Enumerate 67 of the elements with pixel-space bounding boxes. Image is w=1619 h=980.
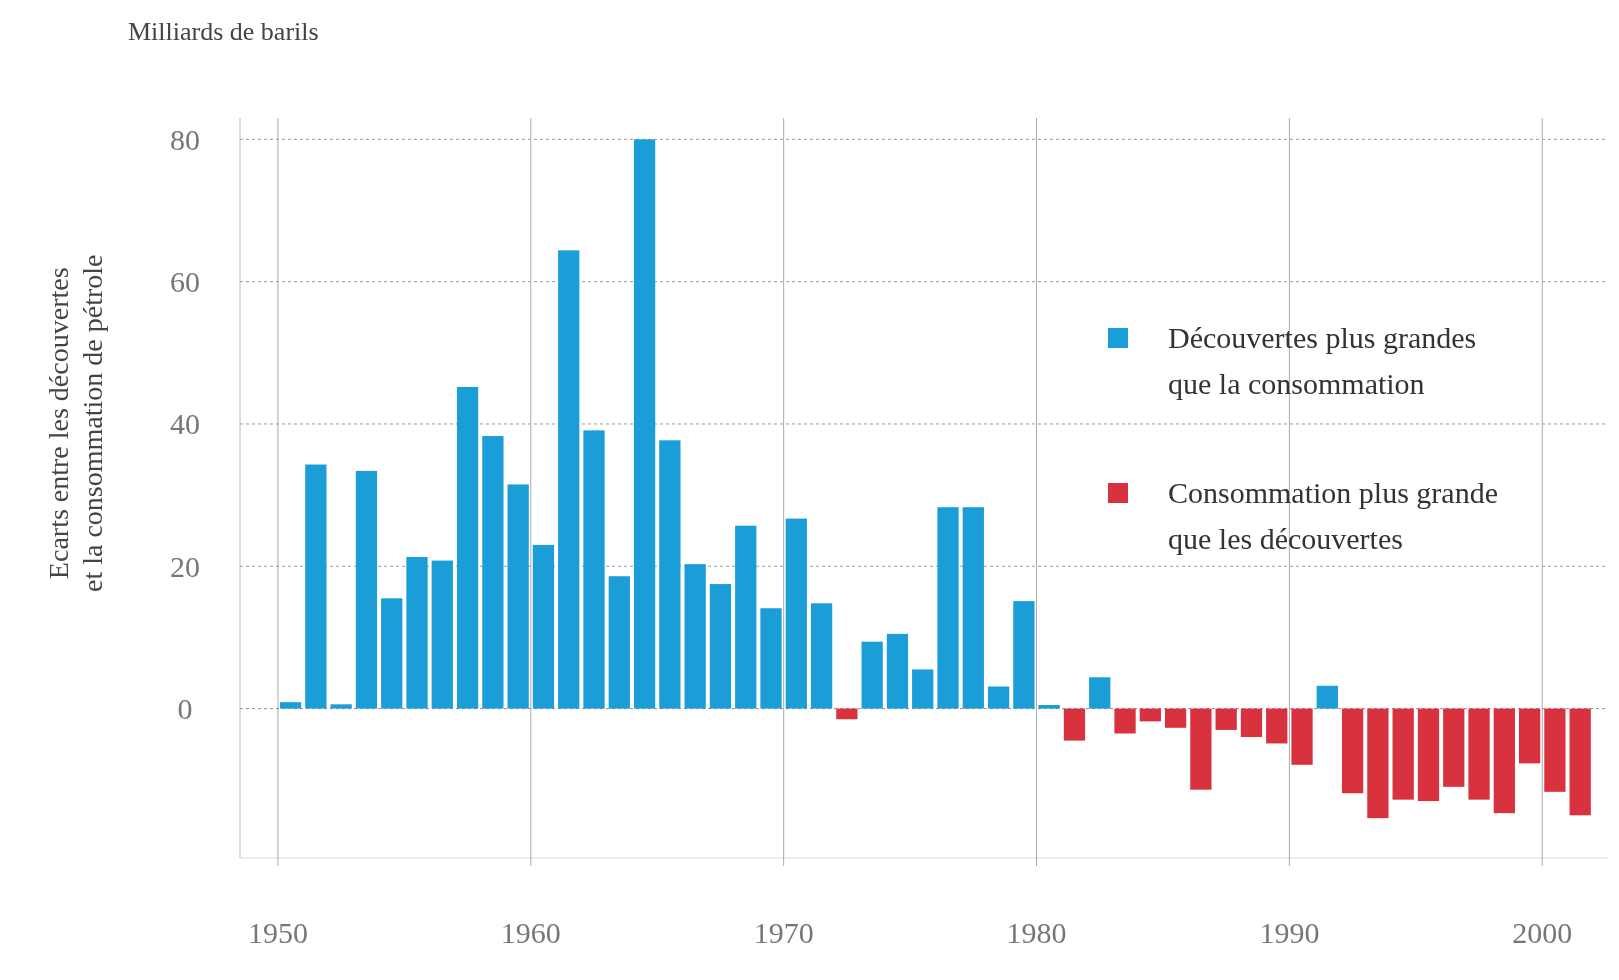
x-tick-label: 1950 [247,916,308,949]
bar [962,507,984,709]
bar [1013,601,1035,709]
y-tick-label: 80 [170,122,200,156]
bar [1164,708,1187,728]
y-axis-title: Ecarts entre les découvertes et la consommation de pétrole [43,254,108,593]
bar [1569,708,1591,816]
bar [760,608,782,709]
x-tick-label: 1980 [1006,916,1067,949]
bar [684,564,706,709]
legend-label: Découvertes plus grandes que la consommation [1168,321,1477,400]
bar [532,544,555,709]
bar [558,250,580,709]
bar [330,704,352,709]
bar [912,669,934,709]
x-tick-label: 1990 [1259,916,1320,949]
bar [1518,708,1541,764]
bar [456,386,479,709]
bar [1443,708,1465,787]
bar [1367,708,1389,819]
bar [1493,708,1515,814]
bar [279,702,302,709]
bar [886,633,909,709]
bar [633,139,656,709]
x-tick-label: 1970 [753,916,814,949]
bar [937,507,959,709]
bar [785,518,807,709]
bar [305,464,327,709]
bar [381,598,403,709]
bar [507,484,529,709]
bar [1139,708,1161,722]
bar [482,436,504,709]
bar [1316,685,1338,709]
bar [709,584,732,709]
bar [1468,708,1490,800]
bar [1341,708,1364,794]
y-tick-label: 20 [170,549,200,583]
bar [1240,708,1263,738]
bar [1089,677,1111,709]
chart-title: Milliards de barils [128,17,319,46]
bar [735,525,757,709]
bar [1215,708,1237,730]
bar [355,470,378,709]
bar [836,708,858,720]
y-tick-label: 60 [170,265,200,299]
bar [861,641,883,709]
bar [1417,708,1440,802]
bar [1266,708,1288,744]
x-tick-label: 1960 [500,916,561,949]
bar [1392,708,1414,800]
legend-label: Consommation plus grande que les découvertes [1168,476,1498,555]
bar [987,686,1010,709]
bar [431,560,453,709]
bar [1038,705,1060,709]
bar [1190,708,1212,790]
bar [659,440,681,709]
x-tick-label: 2000 [1512,916,1573,949]
bar [1291,708,1313,765]
bar [608,576,630,709]
bar [583,430,605,709]
bar [810,603,833,709]
y-tick-label: 40 [170,407,200,441]
bar [1063,708,1086,741]
bar [406,557,428,709]
bar [1544,708,1566,792]
bar [1114,708,1136,734]
y-tick-label: 0 [177,692,193,726]
